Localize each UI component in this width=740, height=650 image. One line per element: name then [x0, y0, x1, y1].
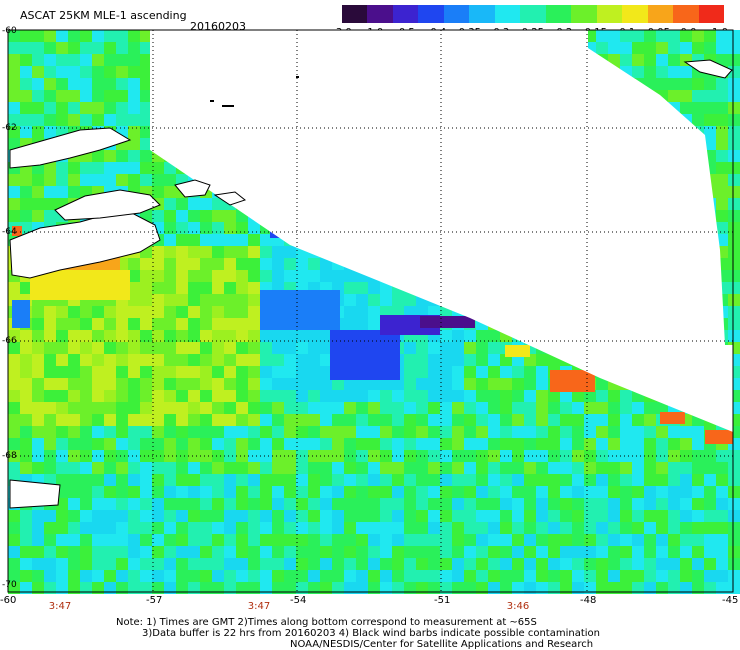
time-label-3: 3:46 — [506, 601, 530, 612]
lon-label-2: -57 — [146, 595, 163, 606]
lon-label-5: -48 — [580, 595, 597, 606]
small-islands — [210, 76, 299, 107]
lat-label-3: -64 — [2, 227, 17, 237]
color-scale-segment — [520, 5, 546, 23]
note-line-2: 3)Data buffer is 22 hrs from 20160203 4)… — [142, 628, 600, 639]
color-scale-segment — [545, 5, 572, 23]
map-date: 20160203 — [190, 20, 246, 33]
lon-label-3: -54 — [290, 595, 307, 606]
lon-label-1: -60 — [0, 595, 17, 606]
color-scale-segment — [443, 5, 470, 23]
time-label-2: 3:47 — [247, 601, 271, 612]
color-scale-segment — [622, 5, 648, 23]
note-line-3: NOAA/NESDIS/Center for Satellite Applica… — [290, 639, 594, 650]
color-scale-segment — [418, 5, 444, 23]
color-scale-segment — [367, 5, 393, 23]
lat-label-6: -70 — [2, 580, 17, 590]
color-scale-segment — [673, 5, 699, 23]
map-frame — [7, 29, 734, 593]
color-scale-segment — [596, 5, 623, 23]
color-scale-segment — [647, 5, 674, 23]
color-scale-segment — [392, 5, 419, 23]
lat-lon-grid — [8, 30, 733, 592]
lon-label-6: -45 — [722, 595, 739, 606]
map-title: ASCAT 25KM MLE-1 ascending — [20, 9, 187, 22]
time-label-1: 3:47 — [48, 601, 72, 612]
note-line-1: Note: 1) Times are GMT 2)Times along bot… — [116, 617, 537, 628]
lat-label-2: -62 — [2, 123, 17, 133]
lat-label-5: -68 — [2, 451, 17, 461]
color-scale-segment — [342, 5, 368, 23]
lon-label-4: -51 — [434, 595, 451, 606]
lat-label-1: -60 — [2, 26, 17, 36]
coastline — [9, 59, 733, 509]
color-scale-segment — [494, 5, 521, 23]
color-scale-segment — [698, 5, 725, 23]
color-scale-segment — [469, 5, 495, 23]
color-scale-segment — [571, 5, 597, 23]
color-scale-bar — [342, 5, 725, 23]
lat-label-4: -66 — [2, 336, 17, 346]
